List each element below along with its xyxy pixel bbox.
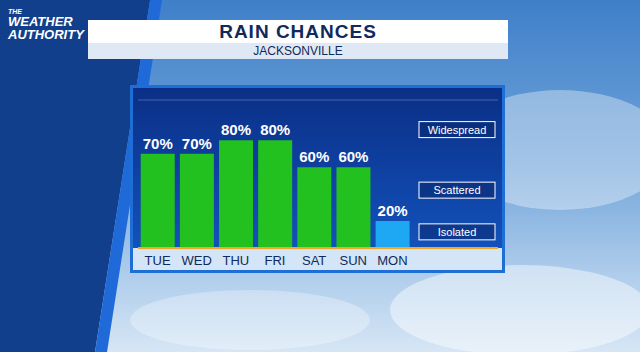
svg-text:SAT: SAT	[302, 253, 326, 268]
svg-text:THU: THU	[222, 253, 249, 268]
svg-text:SUN: SUN	[340, 253, 367, 268]
svg-text:70%: 70%	[143, 135, 173, 152]
html-text:THE: THE	[8, 8, 22, 15]
html-text:RAIN CHANCES: RAIN CHANCES	[219, 21, 377, 42]
svg-text:Widespread: Widespread	[428, 124, 487, 136]
svg-text:Scattered: Scattered	[433, 184, 480, 196]
svg-text:WED: WED	[182, 253, 212, 268]
svg-text:FRI: FRI	[265, 253, 286, 268]
html-text:WEATHER: WEATHER	[8, 14, 73, 29]
svg-text:70%: 70%	[182, 135, 212, 152]
svg-text:20%: 20%	[378, 202, 408, 219]
svg-text:80%: 80%	[260, 121, 290, 138]
svg-text:80%: 80%	[221, 121, 251, 138]
html-text:JACKSONVILLE: JACKSONVILLE	[253, 44, 343, 58]
html-text:AUTHORITY: AUTHORITY	[8, 27, 84, 42]
svg-text:60%: 60%	[299, 148, 329, 165]
svg-text:TUE: TUE	[145, 253, 171, 268]
svg-text:MON: MON	[377, 253, 407, 268]
svg-text:60%: 60%	[338, 148, 368, 165]
svg-text:Isolated: Isolated	[438, 226, 477, 238]
